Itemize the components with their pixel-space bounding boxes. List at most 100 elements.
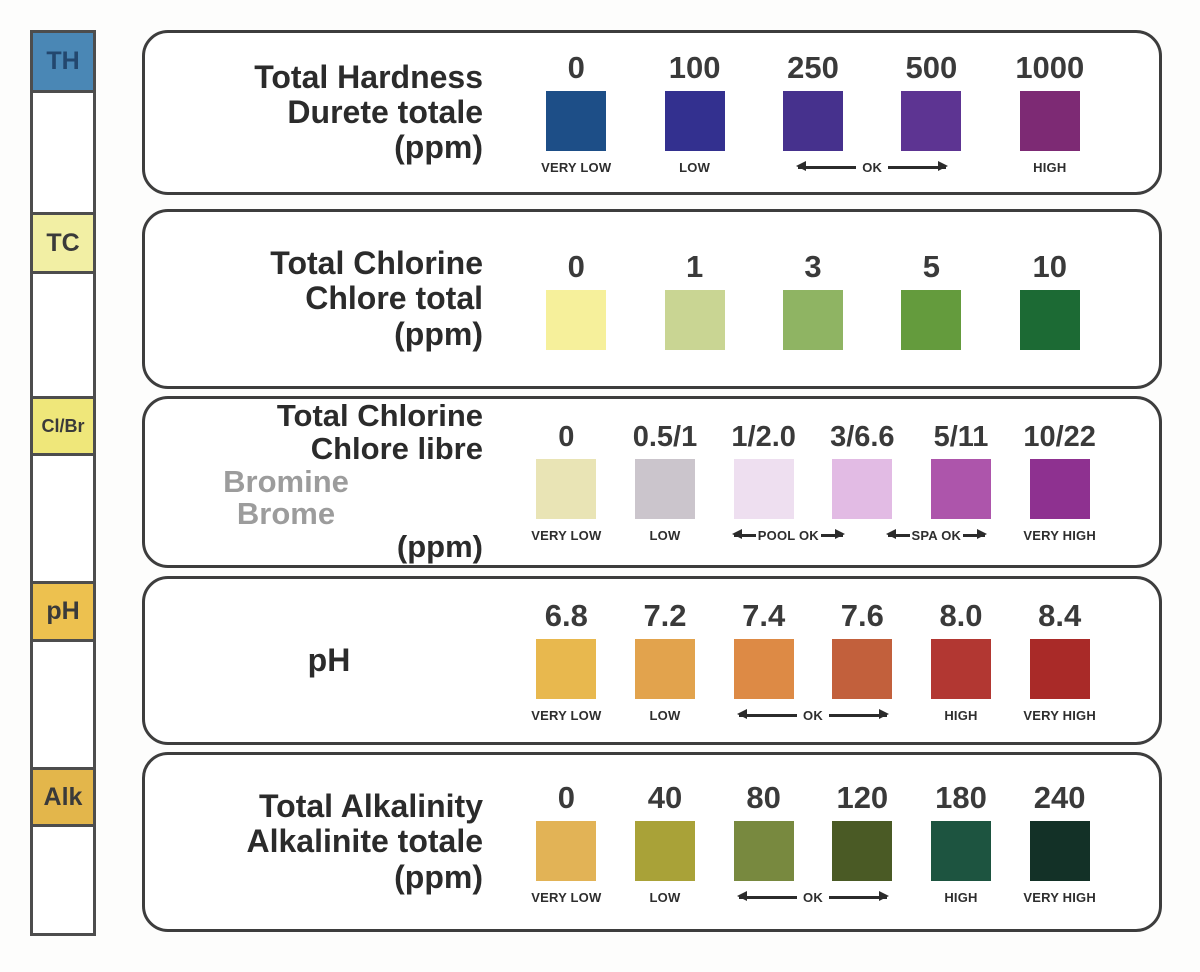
arrow-left-icon <box>731 529 756 539</box>
strip-pad-tc-label: TC <box>46 228 80 257</box>
color-swatch <box>930 820 991 881</box>
value-label: 0 <box>567 50 585 85</box>
color-swatch <box>782 289 843 350</box>
title-en: Total Hardness <box>254 58 483 95</box>
status-label: HIGH <box>944 889 978 905</box>
unit-label: (ppm) <box>394 858 483 895</box>
color-swatch <box>832 820 893 881</box>
value-label: 240 <box>1033 779 1086 815</box>
color-swatch <box>1029 639 1090 699</box>
status-label: HIGH <box>1033 160 1067 175</box>
status-label: OK <box>803 708 823 723</box>
value-label: 0 <box>567 248 585 284</box>
arrow-left-icon <box>885 529 910 539</box>
value-label: 0 <box>558 421 575 453</box>
color-swatch <box>733 820 794 881</box>
panel-ph: pH 6.8 7.2 7.4 7.6 8.0 8.4 VERY LOW LOW … <box>142 576 1162 745</box>
value-label: 1 <box>685 248 704 284</box>
value-label: 8.0 <box>939 598 983 633</box>
panel-ph-title: pH <box>175 641 483 678</box>
chlorine-scale: 0 1 3 5 10 <box>517 249 1109 350</box>
status-label: VERY LOW <box>531 708 602 723</box>
strip-pad-ph: pH <box>33 581 93 642</box>
title-fr: Durete totale <box>287 93 483 130</box>
color-swatch <box>832 639 893 699</box>
title-fr: Alkalinite totale <box>246 823 484 860</box>
alkalinity-scale: 0 40 80 120 180 240 VERY LOW LOW OK HIGH… <box>517 780 1109 905</box>
panel-total-alkalinity-title: Total Alkalinity Alkalinite totale (ppm) <box>175 788 484 895</box>
value-label: 8.4 <box>1038 598 1082 633</box>
value-label: 180 <box>935 779 987 815</box>
value-label: 7.4 <box>742 598 786 633</box>
value-label: 5 <box>922 248 941 284</box>
color-swatch <box>664 91 725 151</box>
status-label: LOW <box>649 528 681 543</box>
chlorine-bromine-scale: 0 0.5/1 1/2.0 3/6.6 5/11 10/22 VERY LOW … <box>517 421 1109 543</box>
color-swatch <box>546 289 607 350</box>
unit-label: (ppm) <box>396 529 483 565</box>
value-label: 7.2 <box>643 598 687 633</box>
title-en: Total Chlorine <box>276 397 483 433</box>
status-label: VERY LOW <box>531 889 602 905</box>
value-label: 250 <box>787 50 839 85</box>
color-swatch <box>1029 459 1090 519</box>
status-label: VERY HIGH <box>1023 708 1096 723</box>
value-label: 0.5/1 <box>632 421 698 453</box>
status-label: LOW <box>679 160 711 175</box>
status-label: LOW <box>649 708 681 723</box>
strip-pad-alk: Alk <box>33 767 93 827</box>
value-label: 10 <box>1032 248 1068 284</box>
arrow-left-icon <box>796 161 857 171</box>
color-swatch <box>634 459 695 519</box>
strip-pad-clbr-label: Cl/Br <box>41 415 85 436</box>
strip-pad-clbr: Cl/Br <box>33 396 93 456</box>
unit-label: (ppm) <box>394 129 483 166</box>
status-label: OK <box>862 160 883 175</box>
color-swatch <box>634 639 695 699</box>
test-strip: TH TC Cl/Br pH Alk <box>30 30 96 936</box>
status-label: SPA OK <box>911 528 962 543</box>
panel-total-hardness: Total Hardness Durete totale (ppm) 0 100… <box>142 30 1162 195</box>
status-pool-spa-ok-range: POOL OK SPA OK <box>714 519 1010 543</box>
value-label: 1000 <box>1015 50 1085 85</box>
color-swatch <box>1019 91 1080 151</box>
title-bromine: Bromine <box>223 463 349 499</box>
strip-pad-th: TH <box>33 33 93 93</box>
title-en: pH <box>307 641 351 678</box>
value-label: 100 <box>668 50 721 85</box>
status-ok-range: OK <box>754 151 991 175</box>
color-swatch <box>536 820 597 881</box>
color-swatch <box>930 639 991 699</box>
color-swatch <box>930 459 991 519</box>
color-swatch <box>733 459 794 519</box>
hardness-scale: 0 100 250 500 1000 VERY LOW LOW OK HIGH <box>517 50 1109 175</box>
panel-total-chlorine: Total Chlorine Chlore total (ppm) 0 1 3 … <box>142 209 1162 389</box>
strip-pad-th-label: TH <box>46 47 80 75</box>
status-label: VERY HIGH <box>1023 889 1096 905</box>
value-label: 80 <box>746 779 781 815</box>
value-label: 3 <box>804 248 822 284</box>
title-en: Total Chlorine <box>270 245 483 282</box>
unit-label: (ppm) <box>394 315 483 352</box>
panel-total-hardness-title: Total Hardness Durete totale (ppm) <box>175 58 483 166</box>
arrow-right-icon <box>828 709 889 719</box>
value-label: 5/11 <box>933 421 989 453</box>
arrow-right-icon <box>963 529 988 539</box>
value-label: 40 <box>647 779 683 815</box>
value-label: 3/6.6 <box>830 421 895 453</box>
status-label: POOL OK <box>757 528 819 543</box>
color-swatch <box>1019 289 1080 350</box>
status-ok-range: OK <box>714 881 911 905</box>
title-en: Total Alkalinity <box>258 788 483 825</box>
color-swatch <box>782 91 843 151</box>
arrow-right-icon <box>828 890 889 901</box>
status-label: LOW <box>649 889 681 905</box>
strip-pad-ph-label: pH <box>46 597 80 625</box>
color-swatch <box>634 820 695 881</box>
strip-pad-tc: TC <box>33 212 93 274</box>
color-swatch <box>546 91 607 151</box>
color-swatch <box>536 459 597 519</box>
status-label: VERY LOW <box>541 160 612 175</box>
arrow-right-icon <box>888 161 949 171</box>
title-fr: Chlore total <box>305 280 483 317</box>
